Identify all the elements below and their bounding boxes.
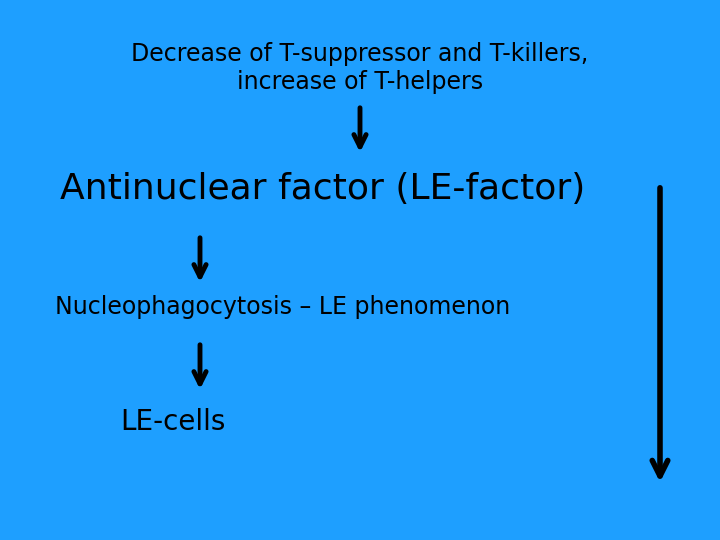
- Text: Antinuclear factor (LE-factor): Antinuclear factor (LE-factor): [60, 172, 585, 206]
- Text: increase of T-helpers: increase of T-helpers: [237, 70, 483, 94]
- Text: Nucleophagocytosis – LE phenomenon: Nucleophagocytosis – LE phenomenon: [55, 295, 510, 319]
- Text: LE-cells: LE-cells: [120, 408, 225, 436]
- Text: Decrease of T-suppressor and T-killers,: Decrease of T-suppressor and T-killers,: [131, 42, 589, 66]
